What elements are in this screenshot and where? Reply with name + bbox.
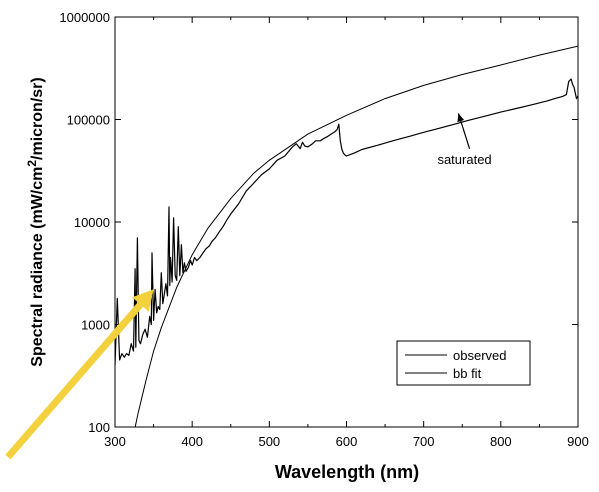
highlight-arrow-shaft bbox=[5, 302, 144, 460]
y-axis-title-sup: 2 bbox=[25, 160, 39, 167]
x-axis-title: Wavelength (nm) bbox=[275, 462, 419, 482]
x-tick-label: 300 bbox=[104, 434, 126, 449]
series-line-observed bbox=[115, 78, 578, 366]
y-tick-label: 100000 bbox=[67, 113, 110, 128]
plot-frame bbox=[114, 16, 579, 428]
y-tick-label: 100 bbox=[88, 420, 110, 435]
x-tick-label: 900 bbox=[567, 434, 589, 449]
highlight-arrow-head bbox=[132, 289, 154, 312]
legend-label-observed: observed bbox=[453, 348, 506, 363]
series-layer bbox=[115, 45, 578, 427]
y-axis-title: Spectral radiance (mW/cm2/micron/sr) bbox=[25, 77, 46, 366]
legend: observed bb fit bbox=[396, 340, 531, 386]
x-tick-label: 600 bbox=[336, 434, 358, 449]
annotation-saturated: saturated bbox=[437, 152, 491, 167]
x-tick-label: 800 bbox=[490, 434, 512, 449]
x-tick-label: 700 bbox=[413, 434, 435, 449]
y-axis-title-tail: /micron/sr) bbox=[29, 77, 46, 160]
tick-labels: 300 400 500 600 700 800 900 100 1000 10000 100000 1… bbox=[59, 10, 588, 449]
legend-box bbox=[396, 340, 531, 386]
y-axis-title-main: Spectral radiance (mW/cm bbox=[29, 167, 46, 367]
annotation-layer: saturated bbox=[437, 113, 492, 167]
annotation-arrow-head bbox=[457, 113, 465, 123]
x-tick-label: 500 bbox=[258, 434, 280, 449]
series-line-bb-fit bbox=[134, 45, 578, 427]
highlight-layer bbox=[5, 289, 154, 460]
y-tick-label: 10000 bbox=[74, 215, 110, 230]
legend-label-bb-fit: bb fit bbox=[453, 366, 482, 381]
x-tick-label: 400 bbox=[181, 434, 203, 449]
y-tick-label: 1000000 bbox=[59, 10, 110, 25]
y-tick-label: 1000 bbox=[81, 318, 110, 333]
